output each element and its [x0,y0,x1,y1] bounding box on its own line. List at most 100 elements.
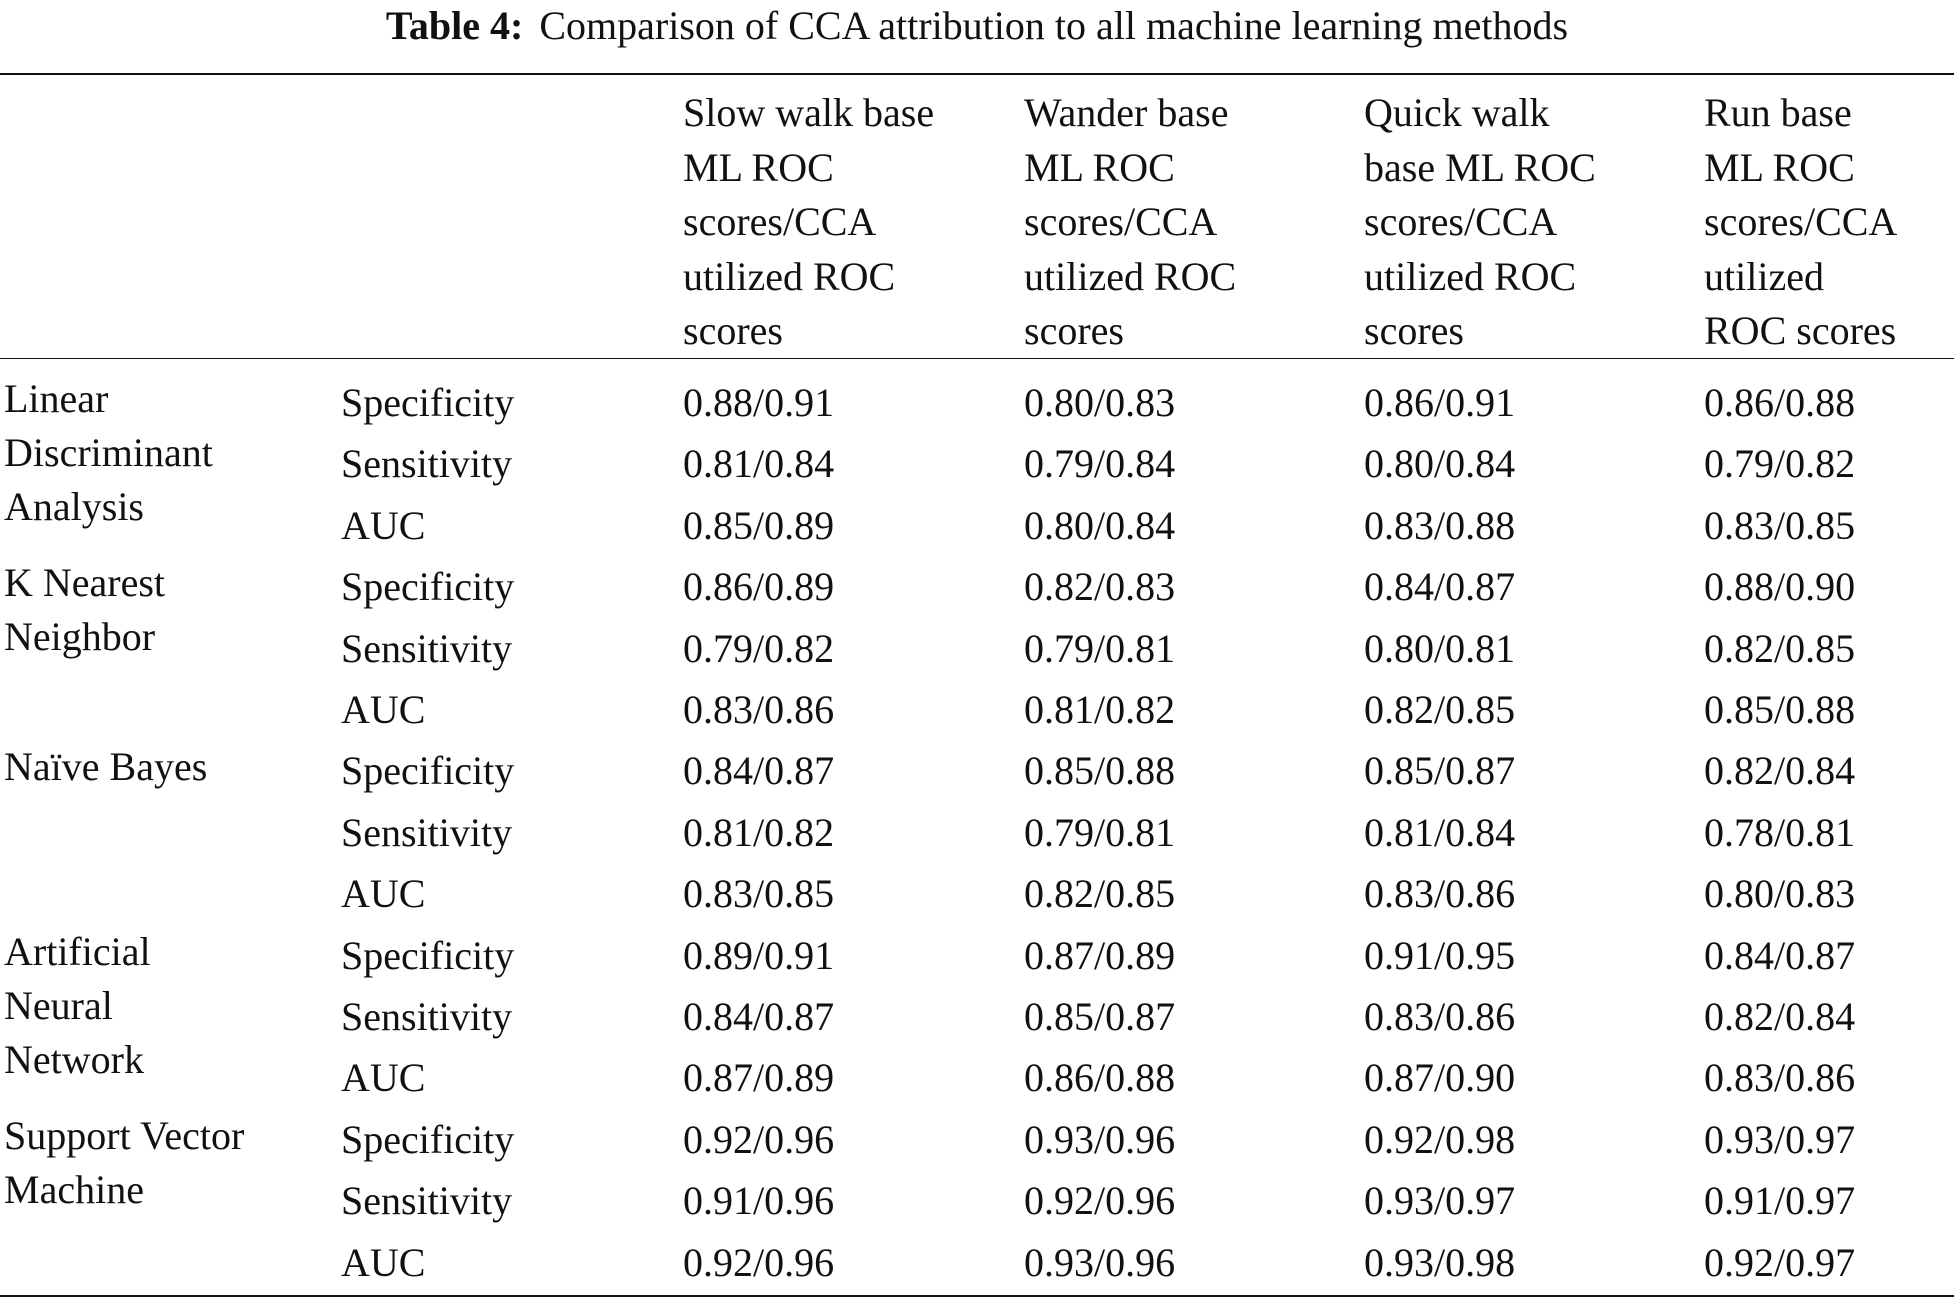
header-line: base ML ROC [1364,144,1596,190]
column-header-run: Run base ML ROC scores/CCA utilized ROC … [1704,86,1952,359]
table-caption: Table 4: Comparison of CCA attribution to… [0,2,1954,50]
value-cell: 0.93/0.97 [1364,1178,1516,1224]
value-cell: 0.82/0.85 [1704,625,1856,671]
header-line: scores/CCA [1704,199,1898,244]
metric-cell: Specificity [341,564,515,610]
table-row: Sensitivity 0.91/0.96 0.92/0.96 0.93/0.9… [0,1170,1954,1231]
header-line: Wander base [1024,90,1229,135]
metric-cell: AUC [341,871,426,917]
value-cell: 0.81/0.84 [1364,809,1516,855]
table-row: Artificial Neural Network Specificity 0.… [0,925,1954,1082]
column-header-quick-walk: Quick walk base ML ROC scores/CCA utiliz… [1364,86,1664,359]
value-cell: 0.79/0.81 [1024,625,1176,671]
value-cell: 0.82/0.85 [1364,687,1516,733]
header-line: utilized [1704,253,1824,299]
header-line: ML ROC [1704,144,1855,190]
method-cell-svm: Support Vector Machine [0,1109,341,1293]
value-cell: 0.92/0.96 [683,1116,835,1162]
value-cell: 0.83/0.86 [683,687,835,733]
value-cell: 0.81/0.82 [1024,687,1176,733]
value-cell: 0.83/0.85 [683,871,835,917]
method-line: Support Vector [4,1112,245,1158]
value-cell: 0.93/0.96 [1024,1239,1176,1285]
metric-cell: Specificity [341,380,515,425]
value-cell: 0.85/0.87 [1364,748,1516,794]
metric-cell: Sensitivity [341,1178,513,1224]
metric-cell: Sensitivity [341,994,513,1040]
metric-cell: AUC [341,1239,426,1285]
value-cell: 0.93/0.97 [1704,1116,1856,1162]
header-line: scores/CCA [683,199,877,244]
value-cell: 0.79/0.81 [1024,809,1176,855]
column-header-wander: Wander base ML ROC scores/CCA utilized R… [1024,86,1324,359]
method-line: Neighbor [4,614,156,660]
table-top-rule [0,73,1954,75]
value-cell: 0.82/0.85 [1024,871,1176,917]
table-row: Sensitivity 0.79/0.82 0.79/0.81 0.80/0.8… [0,618,1954,679]
table-row: Sensitivity 0.81/0.84 0.79/0.84 0.80/0.8… [0,433,1954,494]
table-row: AUC 0.92/0.96 0.93/0.96 0.93/0.98 0.92/0… [0,1232,1954,1293]
value-cell: 0.79/0.84 [1024,441,1176,487]
header-line: ML ROC [683,144,834,190]
value-cell: 0.83/0.86 [1364,871,1516,917]
table-row: Sensitivity 0.84/0.87 0.85/0.87 0.83/0.8… [0,986,1954,1047]
header-line: ROC scores [1704,308,1897,353]
metric-cell: AUC [341,502,426,548]
value-cell: 0.84/0.87 [1364,564,1516,610]
value-cell: 0.82/0.84 [1704,748,1856,794]
value-cell: 0.92/0.96 [683,1239,835,1285]
column-header-slow-walk: Slow walk base ML ROC scores/CCA utilize… [683,86,983,359]
value-cell: 0.88/0.90 [1704,564,1856,610]
value-cell: 0.86/0.89 [683,564,835,610]
table-row: Support Vector Machine Specificity 0.92/… [0,1109,1954,1212]
table-caption-label: Table 4: [385,3,524,48]
table-row: AUC 0.83/0.86 0.81/0.82 0.82/0.85 0.85/0… [0,679,1954,740]
value-cell: 0.91/0.96 [683,1178,835,1224]
metric-cell: AUC [341,1055,426,1101]
metric-cell: Specificity [341,748,515,794]
method-line: Machine [4,1166,144,1212]
table-row: Linear Discriminant Analysis Specificity… [0,372,1954,529]
value-cell: 0.78/0.81 [1704,809,1856,855]
value-cell: 0.92/0.98 [1364,1116,1516,1162]
value-cell: 0.93/0.96 [1024,1116,1176,1162]
value-cell: 0.87/0.89 [1024,932,1176,978]
value-cell: 0.83/0.88 [1364,502,1516,548]
metric-cell: AUC [341,687,426,733]
header-line: scores/CCA [1024,199,1218,244]
value-cell: 0.84/0.87 [683,994,835,1040]
method-line: Network [4,1036,144,1082]
header-line: utilized ROC [683,253,896,299]
header-line: scores [1364,308,1464,353]
method-cell-naive-bayes: Naïve Bayes [0,740,341,924]
value-cell: 0.86/0.91 [1364,380,1516,425]
value-cell: 0.84/0.87 [683,748,835,794]
method-line: Discriminant [4,430,213,475]
metric-cell: Sensitivity [341,625,513,671]
value-cell: 0.86/0.88 [1704,380,1856,425]
table-row: AUC 0.87/0.89 0.86/0.88 0.87/0.90 0.83/0… [0,1047,1954,1108]
value-cell: 0.87/0.90 [1364,1055,1516,1101]
header-line: utilized ROC [1364,253,1577,299]
metric-cell: Sensitivity [341,809,513,855]
method-line: Linear [4,376,109,421]
table-bottom-rule [0,1295,1954,1297]
header-line: Run base [1704,90,1852,135]
value-cell: 0.80/0.83 [1704,871,1856,917]
table-row: Naïve Bayes Specificity 0.84/0.87 0.85/0… [0,740,1954,801]
table-caption-text: Comparison of CCA attribution to all mac… [539,3,1569,48]
value-cell: 0.85/0.88 [1024,748,1176,794]
value-cell: 0.80/0.81 [1364,625,1516,671]
value-cell: 0.86/0.88 [1024,1055,1176,1101]
results-table: Linear Discriminant Analysis Specificity… [0,372,1954,1293]
method-cell-ann: Artificial Neural Network [0,925,341,1109]
method-line: Neural [4,982,113,1028]
method-cell-knn: K Nearest Neighbor [0,556,341,740]
table-row: AUC 0.85/0.89 0.80/0.84 0.83/0.88 0.83/0… [0,495,1954,556]
header-line: scores [1024,308,1124,353]
value-cell: 0.88/0.91 [683,380,835,425]
value-cell: 0.83/0.86 [1364,994,1516,1040]
value-cell: 0.93/0.98 [1364,1239,1516,1285]
table-row: AUC 0.83/0.85 0.82/0.85 0.83/0.86 0.80/0… [0,863,1954,924]
metric-cell: Specificity [341,1116,515,1162]
